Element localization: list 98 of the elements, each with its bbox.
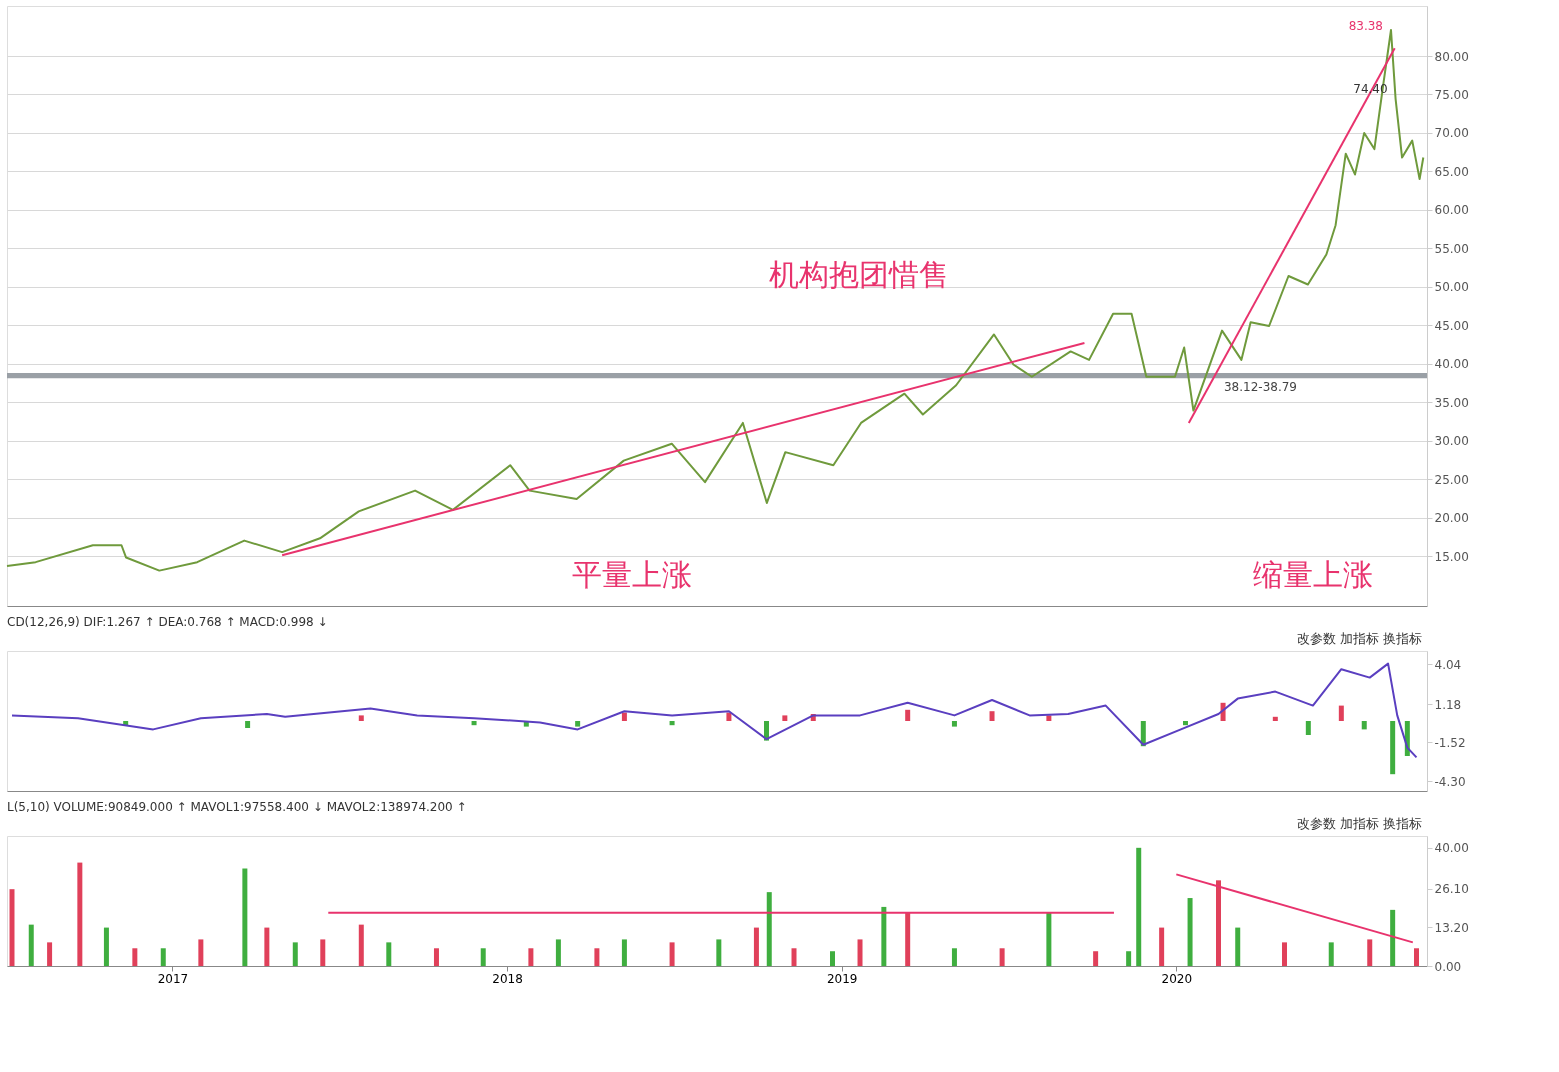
bar (905, 709, 911, 721)
bar (242, 868, 248, 966)
bar (621, 712, 627, 721)
bar (9, 889, 15, 966)
bar (292, 942, 298, 966)
annotation: 缩量上涨 (1253, 557, 1374, 592)
band-label: 38.12-38.79 (1223, 380, 1297, 395)
bar (594, 948, 600, 966)
y-tick-label: 30.00 (1434, 434, 1469, 449)
y-tick-label: 75.00 (1434, 87, 1469, 102)
line-series (11, 662, 1418, 759)
bar (1126, 951, 1132, 966)
y-tick-label: 4.04 (1434, 657, 1462, 672)
bar (1338, 705, 1344, 721)
bar (753, 927, 759, 966)
bar (951, 948, 957, 966)
annotation: 平量上涨 (571, 557, 692, 592)
bar (198, 939, 204, 966)
bar (1187, 898, 1193, 966)
bar (103, 927, 109, 966)
bar (791, 948, 797, 966)
y-tick-label: 45.00 (1434, 318, 1469, 333)
bar (528, 948, 534, 966)
y-tick-label: 20.00 (1434, 511, 1469, 526)
bar (264, 927, 270, 966)
x-tick-label: 2019 (826, 971, 858, 986)
y-tick-label: 60.00 (1434, 203, 1469, 218)
chart-title: L(5,10) VOLUME:90849.000 ↑ MAVOL1:97558.400 ↓ MAVOL2:138974.200 ↑ (7, 800, 467, 814)
y-tick-label: 50.00 (1434, 280, 1469, 295)
bar (766, 892, 772, 966)
bar (575, 721, 581, 727)
bar (951, 721, 957, 727)
x-tick-label: 2018 (492, 971, 523, 986)
bar (433, 948, 439, 966)
bar (1215, 880, 1221, 966)
bar (1414, 948, 1419, 966)
bar (669, 721, 675, 726)
bar (1182, 721, 1188, 726)
bar (132, 948, 138, 966)
x-tick-label: 2020 (1161, 971, 1193, 986)
x-tick-label: 2017 (157, 971, 189, 986)
bar (857, 939, 863, 966)
y-tick-label: 26.10 (1434, 882, 1469, 897)
bar (1235, 927, 1241, 966)
bar (1136, 847, 1142, 966)
bar (1390, 721, 1396, 775)
y-tick-label: 25.00 (1434, 472, 1469, 487)
bar (386, 942, 392, 966)
y-tick-label: 65.00 (1434, 164, 1469, 179)
bar (358, 715, 364, 721)
bar (47, 942, 53, 966)
annotation: 83.38 (1348, 19, 1383, 33)
bar (77, 862, 83, 966)
y-tick-label: 70.00 (1434, 126, 1469, 141)
bar (1272, 716, 1278, 721)
y-tick-label: 0.00 (1434, 959, 1462, 974)
y-tick-label: -4.30 (1434, 774, 1466, 789)
bar (669, 942, 675, 966)
bar (555, 939, 561, 966)
bar (480, 948, 486, 966)
bar (830, 951, 836, 966)
y-tick-label: 35.00 (1434, 395, 1469, 410)
y-tick-label: 40.00 (1434, 357, 1469, 372)
y-tick-label: 55.00 (1434, 241, 1469, 256)
bar (1159, 927, 1165, 966)
bar (1093, 951, 1099, 966)
y-tick-label: 80.00 (1434, 49, 1469, 64)
bar (726, 712, 732, 721)
bar (1390, 909, 1396, 966)
bar (160, 948, 166, 966)
text: 改参数 加指标 换指标 (1296, 816, 1422, 831)
bar (1046, 912, 1052, 966)
text: 改参数 加指标 换指标 (1296, 631, 1422, 646)
bar (905, 912, 911, 966)
bar (1367, 939, 1373, 966)
bar (1328, 942, 1334, 966)
y-tick-label: 15.00 (1434, 549, 1469, 564)
chart-title: CD(12,26,9) DIF:1.267 ↑ DEA:0.768 ↑ MACD:0.998 ↓ (7, 615, 328, 629)
bar (989, 711, 995, 721)
bar (1140, 721, 1146, 747)
bar (358, 924, 364, 966)
bar (1305, 721, 1311, 735)
bar (471, 721, 477, 726)
bar (881, 906, 887, 966)
annotation: 机构抱团惜售 (769, 257, 949, 292)
bar (245, 721, 251, 728)
y-tick-label: -1.52 (1434, 735, 1466, 750)
bar (28, 924, 34, 966)
y-tick-label: 40.00 (1434, 841, 1469, 856)
y-tick-label: 1.18 (1434, 697, 1462, 712)
bar (1281, 942, 1287, 966)
bar (1361, 721, 1367, 730)
bar (782, 715, 788, 721)
bar (716, 939, 722, 966)
bar (320, 939, 326, 966)
bar (999, 948, 1005, 966)
bar (621, 939, 627, 966)
y-tick-label: 13.20 (1434, 920, 1469, 935)
